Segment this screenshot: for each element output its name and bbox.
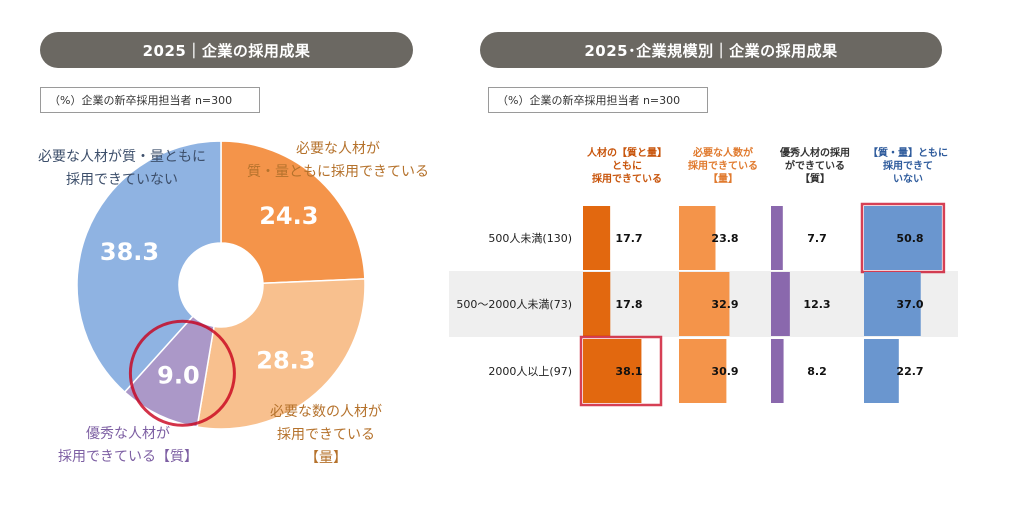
series-header: 採用できている	[592, 172, 662, 185]
category-label: 2000人以上(97)	[488, 365, 572, 378]
bar-value-label: 12.3	[803, 298, 830, 311]
bar-value-label: 30.9	[711, 365, 738, 378]
slice-value-label: 9.0	[157, 361, 200, 389]
highlight-box	[579, 335, 663, 407]
slice-category-label: 採用できている	[277, 427, 375, 443]
right-panel-note: （%）企業の新卒採用担当者 n=300	[488, 87, 708, 113]
series-header: 採用できている	[688, 159, 758, 172]
series-header: 【質・量】ともに	[868, 146, 948, 159]
category-label: 500～2000人未満(73)	[456, 298, 572, 311]
series-header: 人材の【質と量】	[587, 146, 667, 159]
bar	[864, 206, 942, 270]
bar-value-label: 38.1	[615, 365, 642, 378]
series-header: 優秀人材の採用	[779, 146, 850, 159]
series-header: ともに	[612, 160, 642, 172]
category-label: 500人未満(130)	[488, 232, 572, 245]
bar-value-label: 7.7	[807, 232, 827, 245]
bar-value-label: 8.2	[807, 365, 827, 378]
highlight-circle	[128, 319, 236, 427]
slice-category-label: 必要な人材が	[296, 141, 380, 157]
bar-value-label: 22.7	[896, 365, 923, 378]
series-header: 採用できて	[883, 159, 933, 172]
series-header: 必要な人数が	[692, 146, 754, 159]
bar	[771, 206, 783, 270]
left-panel-title: 2025｜企業の採用成果	[40, 32, 413, 68]
slice-value-label: 24.3	[259, 202, 318, 230]
bar-value-label: 37.0	[896, 298, 923, 311]
bar	[771, 272, 790, 336]
bar	[679, 206, 716, 270]
bar	[864, 272, 921, 336]
bar-value-label: 50.8	[896, 232, 923, 245]
bar	[771, 339, 784, 403]
slice-category-label: 優秀な人材が	[86, 426, 170, 442]
bar	[583, 339, 642, 403]
right-panel-title: 2025･企業規模別｜企業の採用成果	[480, 32, 942, 68]
slice-category-label: 質・量ともに採用できている	[247, 164, 429, 180]
bar	[864, 339, 899, 403]
slice-value-label: 28.3	[256, 346, 315, 374]
pie-slice	[220, 140, 366, 284]
bar	[679, 339, 727, 403]
bar	[679, 272, 730, 336]
bar-value-label: 32.9	[711, 298, 738, 311]
slice-category-label: 採用できている【質】	[58, 449, 198, 465]
series-header: 【量】	[708, 172, 738, 185]
pie-slice	[76, 140, 222, 394]
left-panel-note: （%）企業の新卒採用担当者 n=300	[40, 87, 260, 113]
bar	[583, 206, 611, 270]
bar	[583, 272, 611, 336]
bar-value-label: 17.8	[615, 298, 642, 311]
slice-category-label: 必要な人材が質・量ともに	[38, 149, 206, 165]
slice-category-label: 採用できていない	[66, 172, 178, 188]
slice-category-label: 必要な数の人材が	[270, 404, 382, 420]
bar-value-label: 23.8	[711, 232, 738, 245]
slice-value-label: 38.3	[100, 238, 159, 266]
bar-value-label: 17.7	[615, 232, 642, 245]
series-header: いない	[893, 173, 923, 185]
slice-category-label: 【量】	[305, 450, 347, 466]
series-header: ができている	[785, 159, 845, 172]
series-header: 【質】	[800, 172, 830, 185]
pie-slice	[196, 278, 366, 430]
